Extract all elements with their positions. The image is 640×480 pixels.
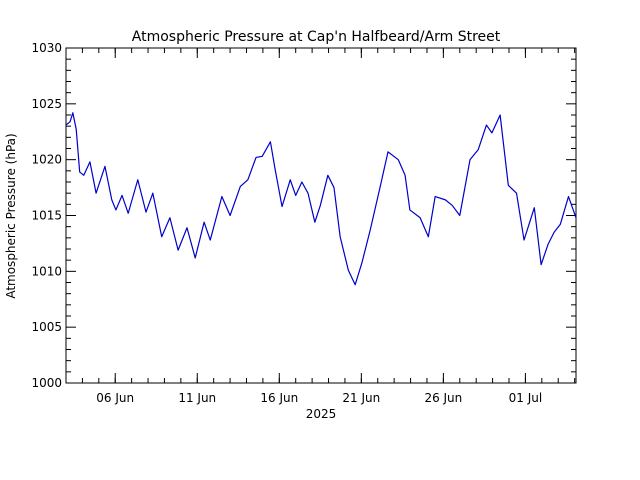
y-tick-label: 1030 [31, 41, 62, 55]
y-tick-label: 1020 [31, 153, 62, 167]
chart-title: Atmospheric Pressure at Cap'n Halfbeard/… [132, 29, 501, 45]
y-tick-label: 1000 [31, 376, 62, 390]
x-tick-label: 01 Jul [509, 391, 543, 405]
x-tick-label: 06 Jun [96, 391, 134, 405]
y-tick-label: 1010 [31, 264, 62, 278]
x-tick-label: 21 Jun [342, 391, 380, 405]
x-axis-label: 2025 [306, 407, 337, 421]
y-tick-label: 1005 [31, 320, 62, 334]
y-axis-label: Atmospheric Pressure (hPa) [4, 133, 18, 298]
x-tick-label: 11 Jun [178, 391, 216, 405]
x-tick-label: 26 Jun [424, 391, 462, 405]
y-tick-label: 1025 [31, 97, 62, 111]
y-tick-label: 1015 [31, 209, 62, 223]
data-line [65, 112, 577, 286]
x-tick-label: 16 Jun [260, 391, 298, 405]
